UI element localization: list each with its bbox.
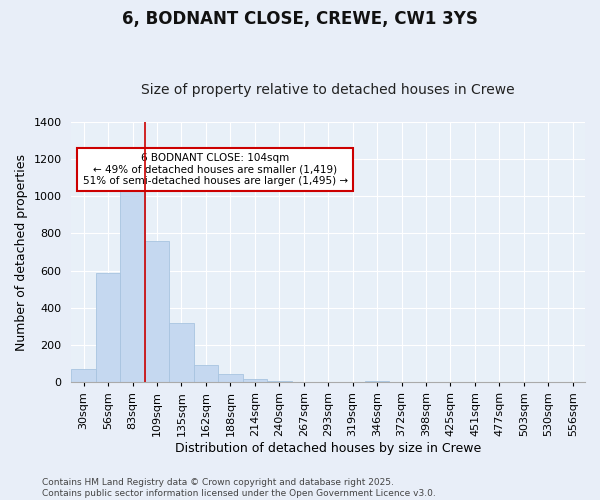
Bar <box>71 370 96 382</box>
Bar <box>267 381 292 382</box>
Bar <box>365 381 389 382</box>
Title: Size of property relative to detached houses in Crewe: Size of property relative to detached ho… <box>142 83 515 97</box>
Text: 6, BODNANT CLOSE, CREWE, CW1 3YS: 6, BODNANT CLOSE, CREWE, CW1 3YS <box>122 10 478 28</box>
Bar <box>242 379 267 382</box>
X-axis label: Distribution of detached houses by size in Crewe: Distribution of detached houses by size … <box>175 442 481 455</box>
Text: Contains HM Land Registry data © Crown copyright and database right 2025.
Contai: Contains HM Land Registry data © Crown c… <box>42 478 436 498</box>
Bar <box>121 190 145 382</box>
Bar <box>218 374 242 382</box>
Bar <box>145 241 169 382</box>
Bar <box>194 364 218 382</box>
Bar <box>96 272 121 382</box>
Y-axis label: Number of detached properties: Number of detached properties <box>15 154 28 350</box>
Bar <box>169 322 194 382</box>
Text: 6 BODNANT CLOSE: 104sqm
← 49% of detached houses are smaller (1,419)
51% of semi: 6 BODNANT CLOSE: 104sqm ← 49% of detache… <box>83 153 348 186</box>
